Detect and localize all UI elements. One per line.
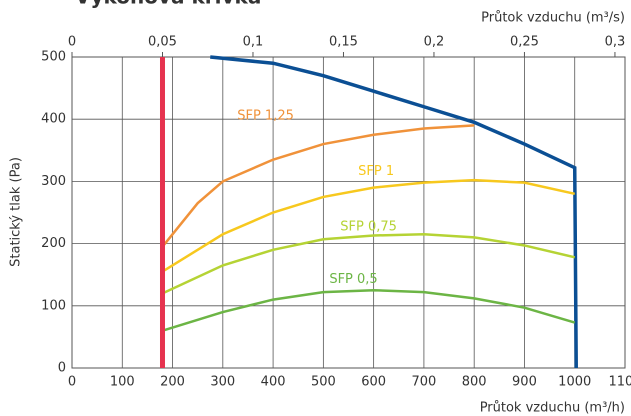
x-tick-label: 500 — [311, 375, 336, 390]
x-tick-label: 200 — [160, 375, 185, 390]
x-tick-label: 0 — [68, 375, 76, 390]
x2-tick-label: 0,1 — [243, 35, 264, 50]
x-tick-label: 600 — [361, 375, 386, 390]
series-label: SFP 1,25 — [237, 109, 294, 124]
chart-title: Výkonová křivka — [75, 0, 261, 9]
y-tick-label: 100 — [41, 298, 66, 313]
series-line — [210, 55, 578, 369]
y-tick-label: 400 — [41, 112, 66, 127]
series-label: SFP 1 — [358, 164, 394, 179]
x-tick-label: 100 — [110, 375, 135, 390]
plot-frame — [71, 56, 626, 369]
y-axis-label: Statický tlak (Pa) — [9, 157, 24, 267]
y-tick-label: 0 — [58, 361, 66, 376]
x2-tick-label: 0 — [68, 35, 76, 50]
y-tick-label: 500 — [41, 50, 66, 65]
y-tick-label: 200 — [41, 236, 66, 251]
x-tick-label: 900 — [512, 375, 537, 390]
x2-tick-label: 0,05 — [148, 35, 177, 50]
series-line — [161, 233, 576, 295]
x-tick-label: 400 — [261, 375, 286, 390]
x-axis-label: Průtok vzduchu (m³/h) — [480, 401, 625, 416]
x2-tick-label: 0,2 — [424, 35, 445, 50]
x2-tick-label: 0,25 — [510, 35, 539, 50]
series-line — [162, 288, 576, 332]
x-tick-label: 1000 — [558, 375, 591, 390]
x-tick-label: 300 — [210, 375, 235, 390]
x2-axis-label: Průtok vzduchu (m³/s) — [481, 11, 625, 26]
series-line — [161, 124, 475, 248]
series-label: SFP 0,75 — [340, 219, 397, 234]
x2-tick-label: 0,3 — [605, 35, 626, 50]
y-tick-label: 300 — [41, 174, 66, 189]
x-tick-label: 700 — [411, 375, 436, 390]
x2-tick-label: 0,15 — [329, 35, 358, 50]
series-label: SFP 0,5 — [329, 272, 377, 287]
x-tick-label: 800 — [462, 375, 487, 390]
series-line — [161, 178, 575, 273]
